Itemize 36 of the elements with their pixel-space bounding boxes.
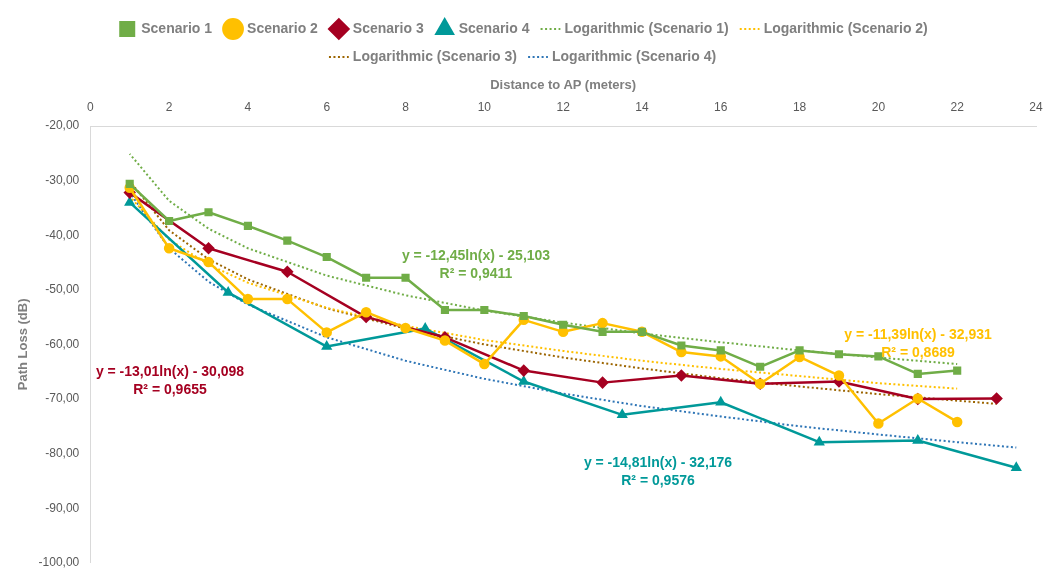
annotation: y = -14,81ln(x) - 32,176 R² = 0,9576	[583, 453, 733, 488]
y-tick-label: -80,00	[45, 445, 80, 460]
legend-label: Scenario 4	[458, 19, 530, 36]
x-tick-label: 10	[477, 100, 492, 115]
y-tick-label: -30,00	[45, 172, 80, 187]
y-tick-label: -90,00	[45, 500, 80, 515]
annotation: y = -11,39ln(x) - 32,931 R² = 0,8689	[844, 325, 992, 360]
annotation: y = -12,45ln(x) - 25,103 R² = 0,9411	[401, 246, 551, 281]
y-tick-label: -100,00	[38, 555, 80, 570]
legend-label: Logarithmic (Scenario 3)	[352, 47, 518, 64]
y-tick-label: -20,00	[45, 118, 80, 133]
x-tick-label: 14	[635, 100, 649, 115]
annotation: y = -13,01ln(x) - 30,098 R² = 0,9655	[95, 362, 245, 397]
legend-label: Scenario 2	[247, 19, 319, 36]
y-tick-label: -40,00	[45, 227, 80, 242]
x-tick-label: 18	[792, 100, 807, 115]
x-tick-label: 2	[165, 100, 173, 115]
x-tick-label: 24	[1029, 100, 1043, 115]
x-tick-label: 0	[86, 100, 94, 115]
y-tick-label: -70,00	[45, 391, 80, 406]
x-tick-label: 22	[950, 100, 965, 115]
x-tick-label: 4	[244, 100, 252, 115]
x-tick-label: 8	[402, 100, 410, 115]
x-axis-title: Distance to AP (meters)	[490, 77, 637, 93]
y-tick-label: -60,00	[45, 336, 80, 351]
x-tick-label: 20	[871, 100, 886, 115]
x-tick-label: 12	[556, 100, 571, 115]
legend-label: Scenario 3	[352, 19, 424, 36]
legend-label: Logarithmic (Scenario 2)	[763, 19, 928, 36]
legend-label: Scenario 1	[141, 19, 213, 36]
legend-label: Logarithmic (Scenario 1)	[564, 19, 729, 36]
x-tick-label: 16	[714, 100, 728, 115]
y-axis-title: Path Loss (dB)	[15, 298, 31, 391]
legend-label: Logarithmic (Scenario 4)	[552, 47, 717, 64]
y-tick-label: -50,00	[45, 282, 80, 297]
x-tick-label: 6	[323, 100, 331, 115]
